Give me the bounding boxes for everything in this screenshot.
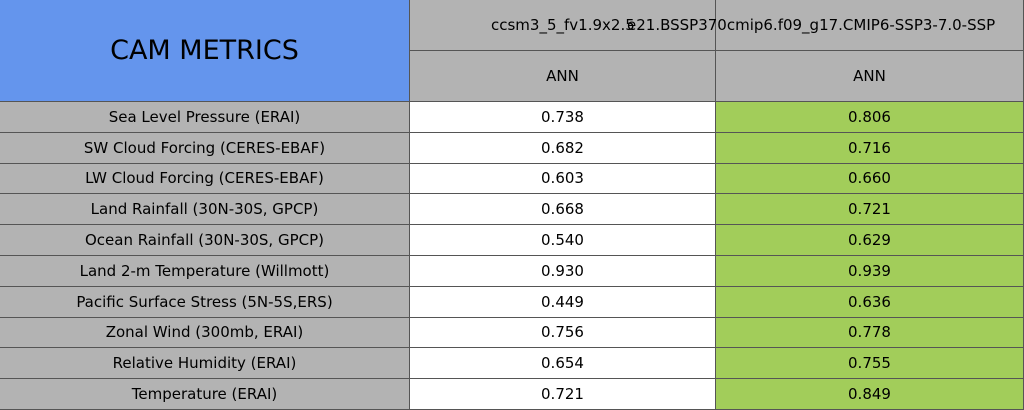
metric-value: 0.755 xyxy=(716,348,1024,380)
metric-value: 0.654 xyxy=(410,348,716,380)
case-header xyxy=(716,0,1024,51)
season-header: ANN xyxy=(716,51,1024,102)
title-cell: CAM METRICS xyxy=(0,0,410,102)
metric-label: Zonal Wind (300mb, ERAI) xyxy=(0,317,410,349)
metric-label: SW Cloud Forcing (CERES-EBAF) xyxy=(0,132,410,164)
case-name: ccsm3_5_fv1.9x2.5 xyxy=(491,16,635,34)
metric-value: 0.629 xyxy=(716,225,1024,256)
metric-value: 0.930 xyxy=(410,256,716,287)
case-name: e21.BSSP370cmip6.f09_g17.CMIP6-SSP3-7.0-… xyxy=(627,16,996,34)
metric-label: Land Rainfall (30N-30S, GPCP) xyxy=(0,194,410,226)
metric-label: Sea Level Pressure (ERAI) xyxy=(0,102,410,133)
metric-value: 0.660 xyxy=(716,163,1024,195)
metric-label: Land 2-m Temperature (Willmott) xyxy=(0,256,410,287)
metric-value: 0.756 xyxy=(410,317,716,349)
metric-value: 0.738 xyxy=(410,102,716,133)
metric-value: 0.682 xyxy=(410,132,716,164)
season-header: ANN xyxy=(410,51,716,102)
metric-label: Temperature (ERAI) xyxy=(0,379,410,410)
metric-value: 0.540 xyxy=(410,225,716,256)
metric-value: 0.636 xyxy=(716,286,1024,318)
metric-label: Ocean Rainfall (30N-30S, GPCP) xyxy=(0,225,410,256)
metric-value: 0.449 xyxy=(410,286,716,318)
metric-value: 0.939 xyxy=(716,256,1024,287)
metric-label: LW Cloud Forcing (CERES-EBAF) xyxy=(0,163,410,195)
metric-value: 0.806 xyxy=(716,102,1024,133)
metric-value: 0.721 xyxy=(716,194,1024,226)
metric-value: 0.603 xyxy=(410,163,716,195)
metric-label: Relative Humidity (ERAI) xyxy=(0,348,410,380)
metric-label: Pacific Surface Stress (5N-5S,ERS) xyxy=(0,286,410,318)
metric-value: 0.668 xyxy=(410,194,716,226)
metric-value: 0.778 xyxy=(716,317,1024,349)
metric-value: 0.721 xyxy=(410,379,716,410)
metric-value: 0.716 xyxy=(716,132,1024,164)
case-header xyxy=(410,0,716,51)
metric-value: 0.849 xyxy=(716,379,1024,410)
